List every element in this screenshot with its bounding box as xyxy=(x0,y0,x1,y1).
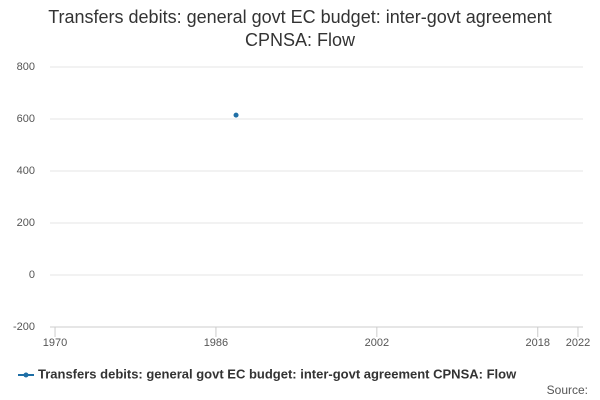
legend-label: Transfers debits: general govt EC budget… xyxy=(38,366,517,381)
y-tick-label: 800 xyxy=(17,61,35,73)
x-tick-label: 2022 xyxy=(566,337,590,349)
y-tick-label: -200 xyxy=(13,321,35,333)
x-tick-label: 2002 xyxy=(365,337,389,349)
x-tick-label: 1970 xyxy=(43,337,67,349)
x-tick-label: 2018 xyxy=(526,337,550,349)
x-tick-label: 1986 xyxy=(204,337,228,349)
point xyxy=(233,112,239,118)
chart-title: Transfers debits: general govt EC budget… xyxy=(48,7,552,50)
y-tick-label: 0 xyxy=(29,269,35,281)
y-tick-label: 400 xyxy=(17,165,35,177)
y-tick-label: 200 xyxy=(17,217,35,229)
y-tick-label: 600 xyxy=(17,113,35,125)
legend-marker xyxy=(23,372,29,378)
source: Source: xyxy=(547,383,588,397)
